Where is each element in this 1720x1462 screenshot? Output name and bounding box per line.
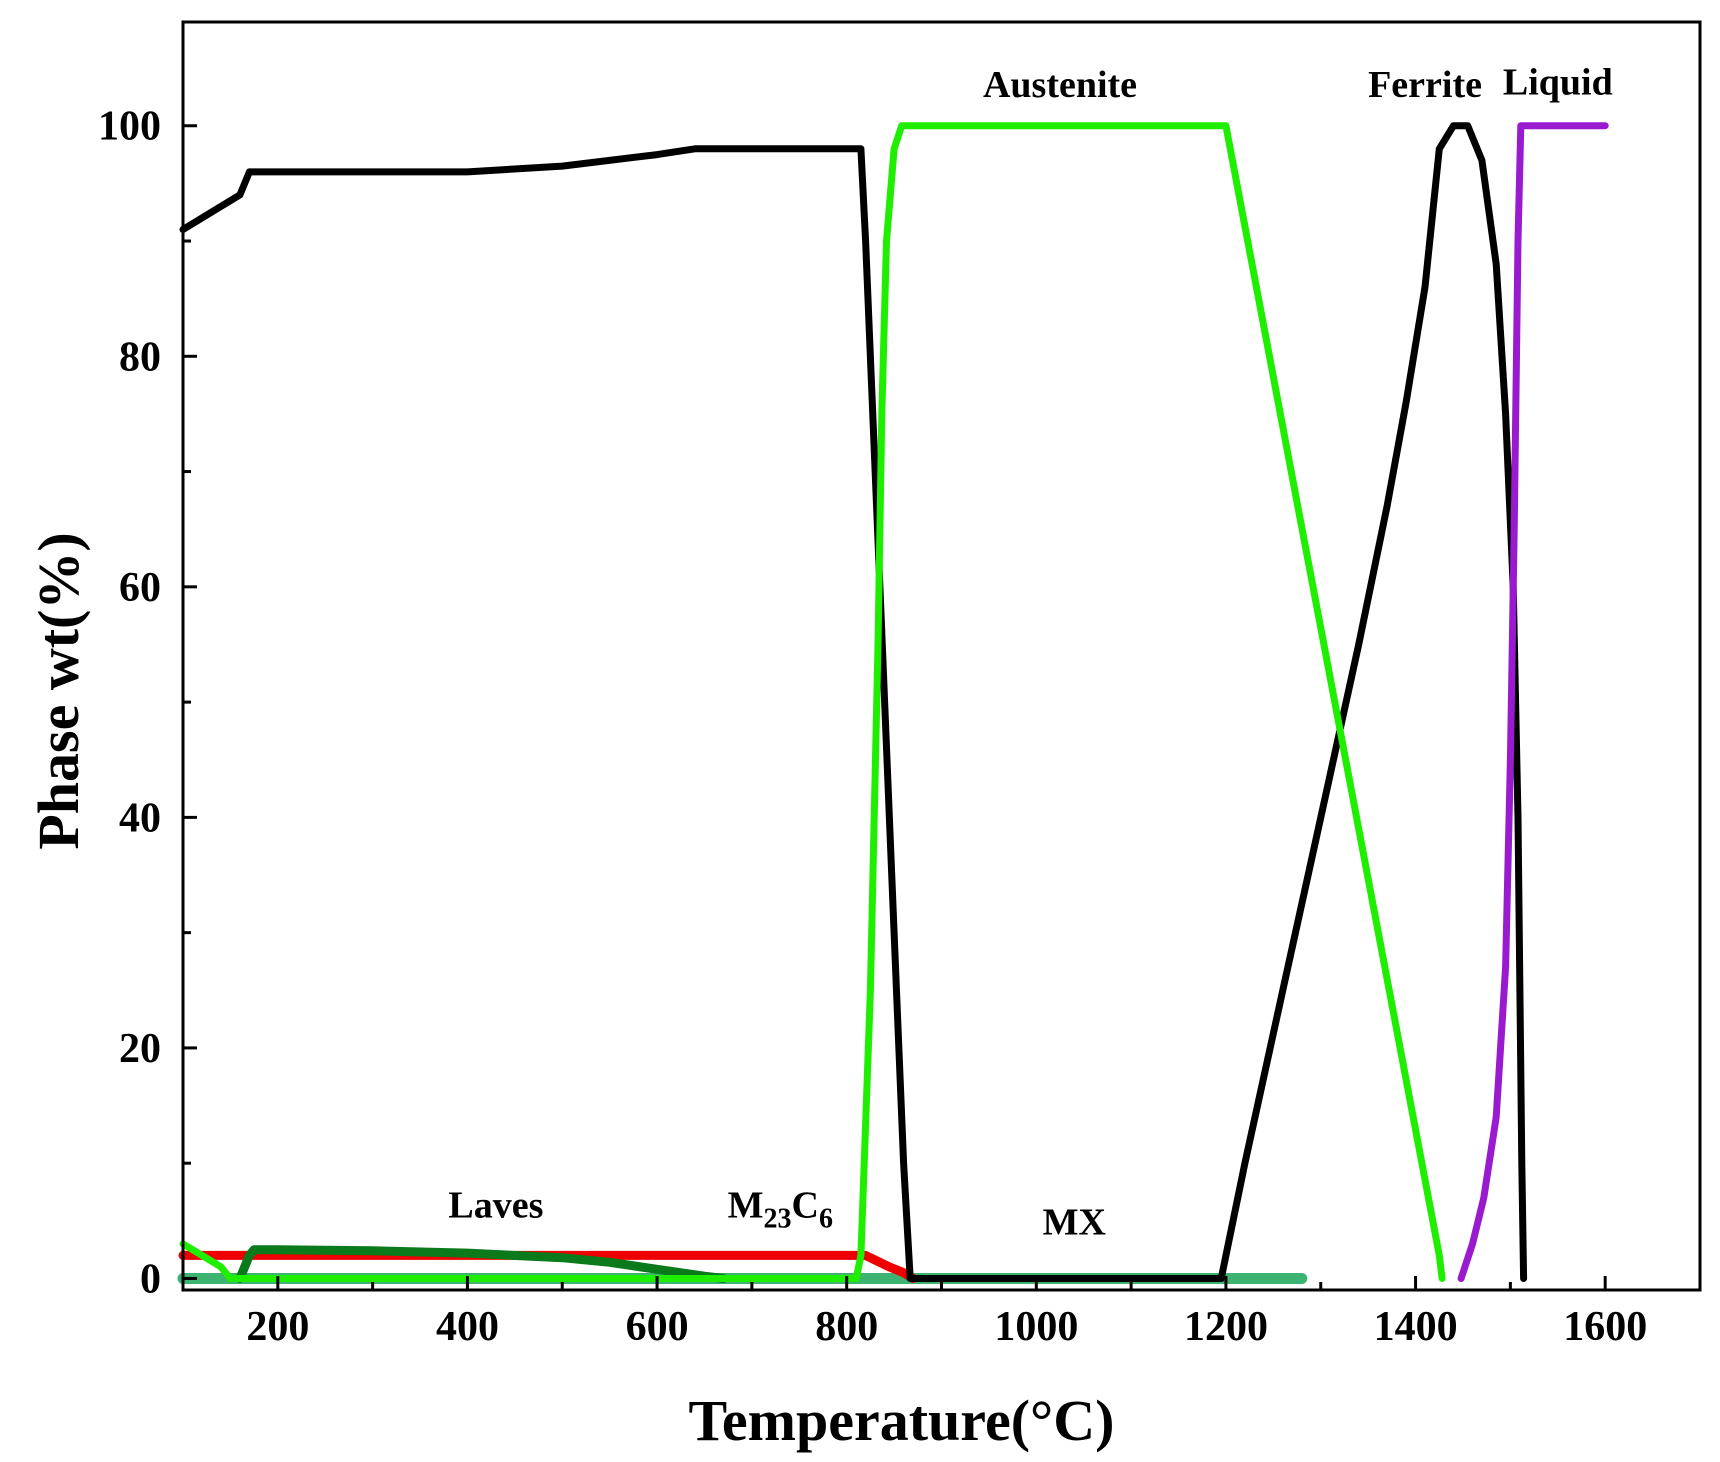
annotation-ferrite: Ferrite [1368, 64, 1482, 106]
annotation-laves: Laves [448, 1184, 543, 1226]
series-line-m23c6 [178, 1250, 918, 1283]
y-tick-label: 0 [140, 1256, 161, 1302]
x-tick-label: 400 [436, 1304, 499, 1350]
x-tick-label: 1200 [1184, 1304, 1268, 1350]
annotation-mx: MX [1043, 1202, 1106, 1244]
x-tick-label: 600 [626, 1304, 689, 1350]
y-tick-label: 60 [119, 565, 161, 611]
x-tick-label: 1000 [994, 1304, 1078, 1350]
series-line-laves [235, 1245, 728, 1283]
annotation-austenite: Austenite [983, 64, 1137, 106]
annotation-part: M [728, 1184, 764, 1226]
x-axis-title: Temperature(°C) [689, 1388, 1115, 1453]
y-tick-label: 80 [119, 334, 161, 380]
series-line-ferrite [179, 122, 1528, 1282]
y-axis-title: Phase wt(%) [26, 532, 91, 849]
y-tick-label: 40 [119, 795, 161, 841]
annotation-part: 6 [819, 1203, 833, 1234]
series-line-liquid [1457, 122, 1609, 1282]
x-tick-label: 200 [246, 1304, 309, 1350]
x-tick-label: 1600 [1563, 1304, 1647, 1350]
annotation-part: 23 [764, 1203, 792, 1234]
x-tick-label: 1400 [1374, 1304, 1458, 1350]
axis-ticks: 200 400 600 800 1000 1200 1400 1600 0 20 40 60 80 100 [98, 104, 1647, 1350]
annotation-m23c6: M23C6 [728, 1184, 833, 1234]
annotations: Austenite Ferrite Liquid Laves M23C6 MX [448, 62, 1612, 1244]
annotation-part: C [792, 1184, 819, 1226]
y-tick-label: 100 [98, 104, 161, 150]
plot-series-group [177, 122, 1609, 1284]
annotation-liquid: Liquid [1503, 62, 1613, 104]
series-line-austenite [179, 122, 1446, 1282]
x-tick-label: 800 [815, 1304, 878, 1350]
y-tick-label: 20 [119, 1026, 161, 1072]
